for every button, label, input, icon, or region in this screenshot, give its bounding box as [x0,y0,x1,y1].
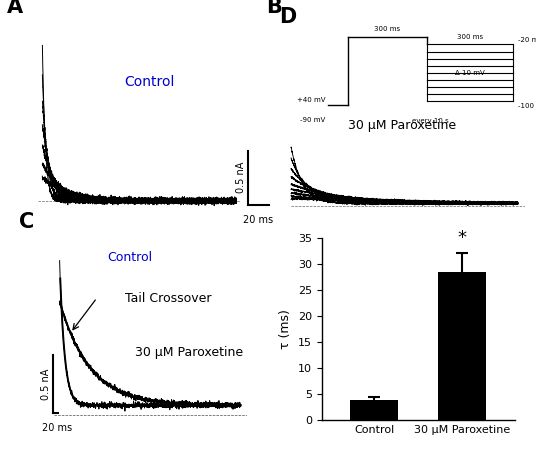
Text: Control: Control [124,75,175,89]
Text: *: * [457,229,466,247]
Text: every 10 s: every 10 s [412,118,449,124]
Text: C: C [19,212,34,232]
Text: Δ 10 mV: Δ 10 mV [455,70,485,76]
Text: 20 ms: 20 ms [243,215,273,225]
Text: -100 mV: -100 mV [518,103,536,109]
Text: +40 mV: +40 mV [297,97,325,103]
Text: A: A [7,0,23,17]
Text: 30 μM Paroxetine: 30 μM Paroxetine [348,119,456,132]
Text: Control: Control [108,251,153,264]
Text: 300 ms: 300 ms [457,33,483,40]
Y-axis label: τ (ms): τ (ms) [279,309,292,349]
Bar [350,399,398,420]
Text: -20 mV: -20 mV [518,37,536,43]
Text: D: D [279,7,296,27]
Text: Tail Crossover: Tail Crossover [125,292,212,305]
Text: 30 μM Paroxetine: 30 μM Paroxetine [135,345,243,359]
Text: 20 ms: 20 ms [41,423,72,432]
Text: 0.5 nA: 0.5 nA [236,162,246,193]
Text: 300 ms: 300 ms [374,26,400,32]
Text: -90 mV: -90 mV [300,117,325,123]
Text: B: B [266,0,282,17]
Bar [438,271,486,420]
Text: 0.5 nA: 0.5 nA [41,368,51,399]
